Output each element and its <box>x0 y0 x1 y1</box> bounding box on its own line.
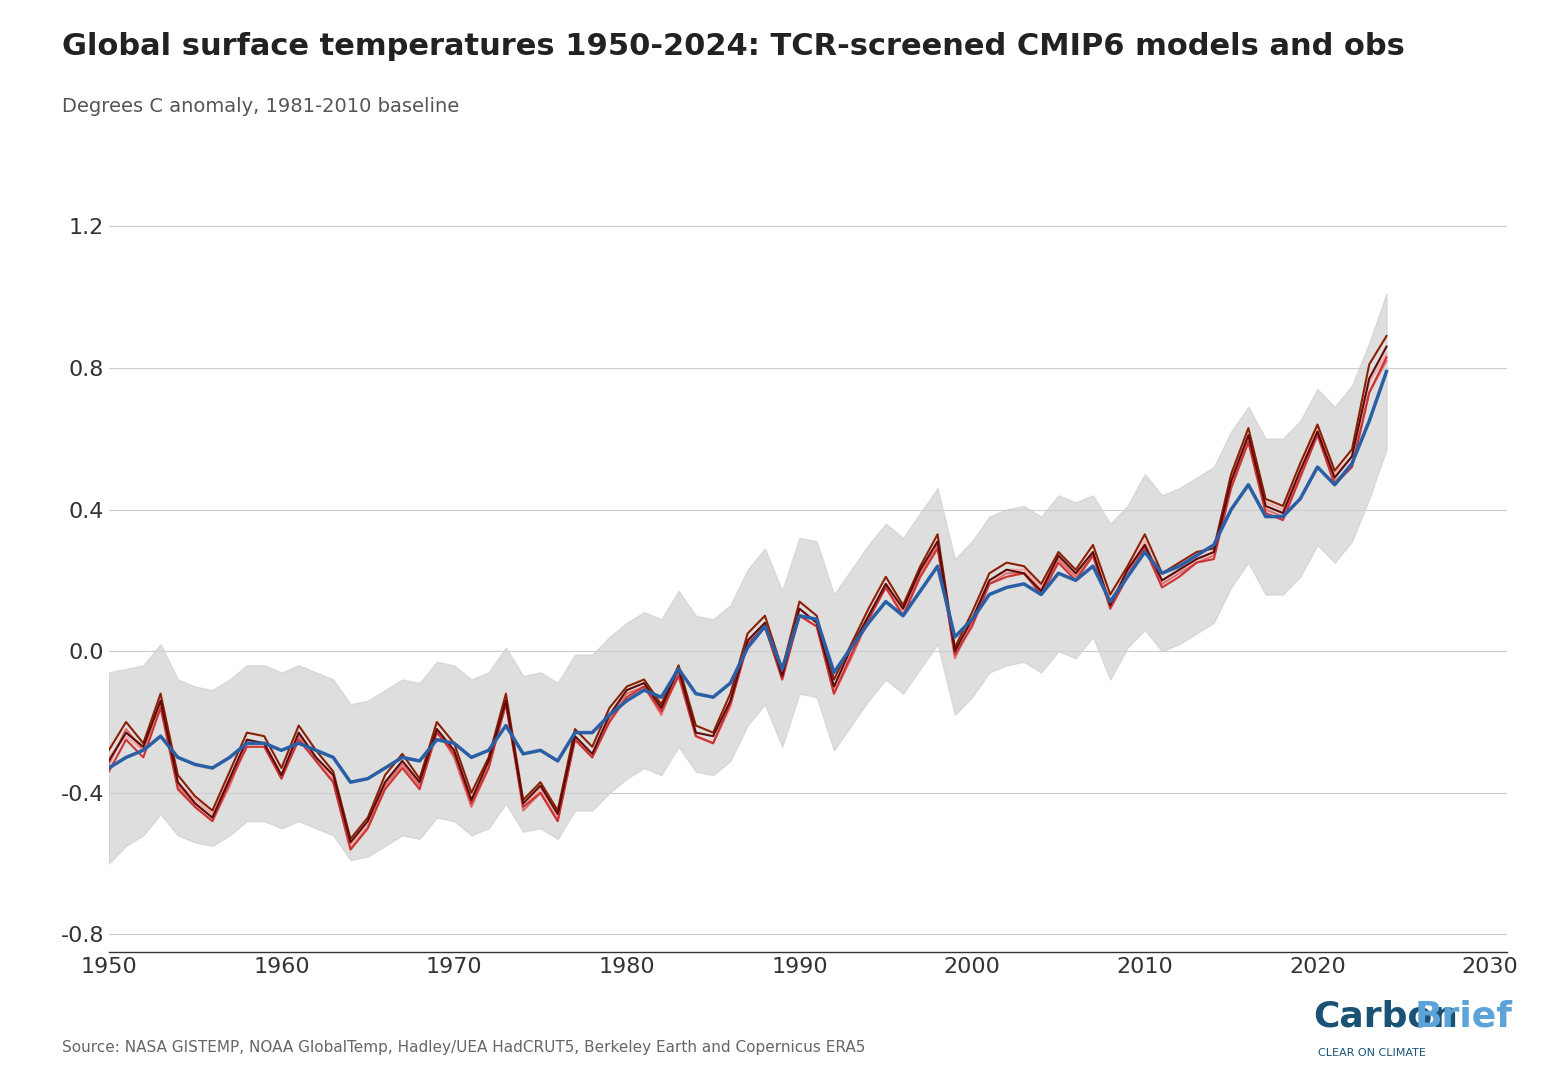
Legend: NASA, Hadley/UEA, NOAA, Berkeley, Copernicus, Model Average: NASA, Hadley/UEA, NOAA, Berkeley, Copern… <box>264 0 1352 2</box>
Text: CLEAR ON CLIMATE: CLEAR ON CLIMATE <box>1318 1048 1425 1058</box>
Text: Degrees C anomaly, 1981-2010 baseline: Degrees C anomaly, 1981-2010 baseline <box>62 97 460 117</box>
Text: Global surface temperatures 1950-2024: TCR-screened CMIP6 models and obs: Global surface temperatures 1950-2024: T… <box>62 32 1405 62</box>
Text: Source: NASA GISTEMP, NOAA GlobalTemp, Hadley/UEA HadCRUT5, Berkeley Earth and C: Source: NASA GISTEMP, NOAA GlobalTemp, H… <box>62 1040 866 1055</box>
Text: Carbon: Carbon <box>1313 1000 1458 1033</box>
Text: Brief: Brief <box>1414 1000 1512 1033</box>
